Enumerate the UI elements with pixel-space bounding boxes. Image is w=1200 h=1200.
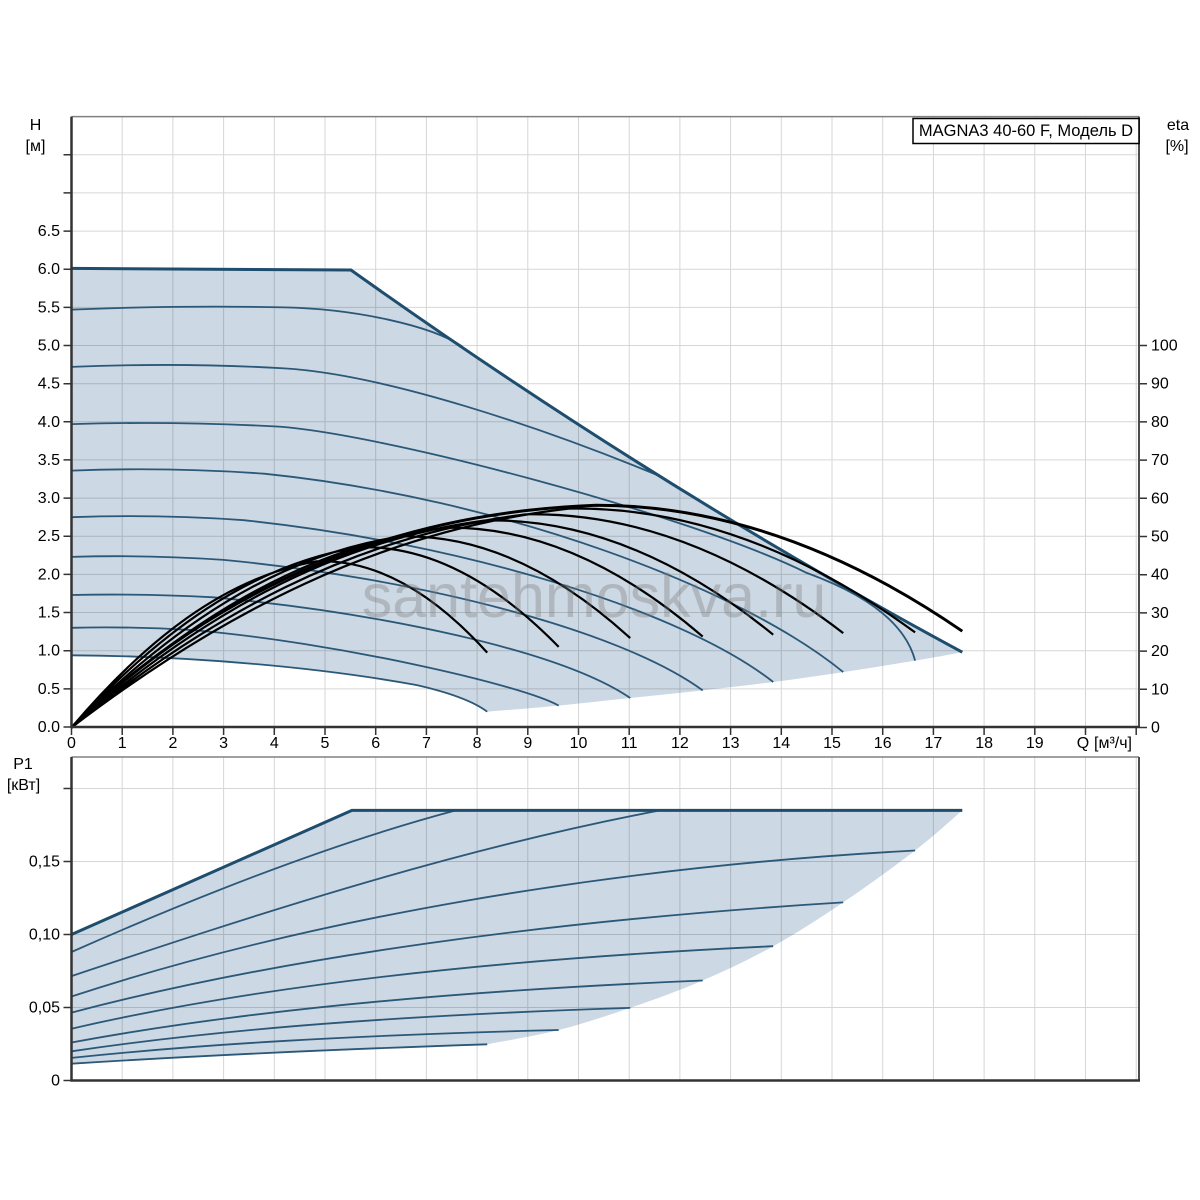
svg-text:[м³/ч]: [м³/ч] <box>1094 735 1132 752</box>
svg-text:20: 20 <box>1151 643 1169 660</box>
svg-text:15: 15 <box>823 735 841 752</box>
svg-text:14: 14 <box>772 735 790 752</box>
svg-text:100: 100 <box>1151 338 1178 355</box>
svg-text:5.0: 5.0 <box>38 338 60 355</box>
svg-text:3: 3 <box>219 735 228 752</box>
svg-text:60: 60 <box>1151 490 1169 507</box>
svg-text:6: 6 <box>371 735 380 752</box>
svg-text:4.0: 4.0 <box>38 414 60 431</box>
svg-text:0: 0 <box>1151 720 1160 737</box>
svg-text:90: 90 <box>1151 376 1169 393</box>
svg-text:3.5: 3.5 <box>38 452 60 469</box>
svg-text:0: 0 <box>51 1073 60 1090</box>
svg-text:3.0: 3.0 <box>38 490 60 507</box>
svg-text:10: 10 <box>1151 681 1169 698</box>
svg-text:eta: eta <box>1167 117 1189 134</box>
svg-text:18: 18 <box>975 735 993 752</box>
svg-text:0.0: 0.0 <box>38 719 60 736</box>
svg-text:4: 4 <box>270 735 279 752</box>
svg-text:8: 8 <box>473 735 482 752</box>
svg-text:6.0: 6.0 <box>38 261 60 278</box>
svg-text:[%]: [%] <box>1165 138 1188 155</box>
svg-text:70: 70 <box>1151 452 1169 469</box>
svg-text:17: 17 <box>925 735 943 752</box>
svg-text:[м]: [м] <box>26 138 46 155</box>
svg-text:1.5: 1.5 <box>38 605 60 622</box>
svg-text:6.5: 6.5 <box>38 223 60 240</box>
svg-text:50: 50 <box>1151 529 1169 546</box>
svg-text:7: 7 <box>422 735 431 752</box>
svg-text:9: 9 <box>523 735 532 752</box>
svg-text:0,05: 0,05 <box>29 1000 60 1017</box>
svg-text:16: 16 <box>874 735 892 752</box>
svg-text:13: 13 <box>722 735 740 752</box>
svg-text:0,15: 0,15 <box>29 854 60 871</box>
svg-text:10: 10 <box>570 735 588 752</box>
svg-text:MAGNA3 40-60 F, Модель D: MAGNA3 40-60 F, Модель D <box>919 122 1133 140</box>
svg-text:0.5: 0.5 <box>38 681 60 698</box>
svg-text:4.5: 4.5 <box>38 376 60 393</box>
svg-text:40: 40 <box>1151 567 1169 584</box>
svg-text:1.0: 1.0 <box>38 643 60 660</box>
svg-text:5.5: 5.5 <box>38 299 60 316</box>
svg-text:0,10: 0,10 <box>29 927 60 944</box>
svg-text:Q: Q <box>1077 735 1089 752</box>
svg-text:santehmoskva.ru: santehmoskva.ru <box>362 562 827 630</box>
svg-text:30: 30 <box>1151 605 1169 622</box>
svg-text:P1: P1 <box>13 756 33 773</box>
svg-text:2: 2 <box>168 735 177 752</box>
svg-text:11: 11 <box>621 735 638 752</box>
svg-text:12: 12 <box>671 735 689 752</box>
svg-text:0: 0 <box>67 735 76 752</box>
svg-text:80: 80 <box>1151 414 1169 431</box>
svg-text:2.5: 2.5 <box>38 528 60 545</box>
svg-text:19: 19 <box>1026 735 1044 752</box>
svg-text:H: H <box>30 117 42 134</box>
svg-text:[кВт]: [кВт] <box>7 777 40 794</box>
svg-text:2.0: 2.0 <box>38 566 60 583</box>
svg-text:1: 1 <box>118 735 127 752</box>
svg-text:5: 5 <box>321 735 330 752</box>
